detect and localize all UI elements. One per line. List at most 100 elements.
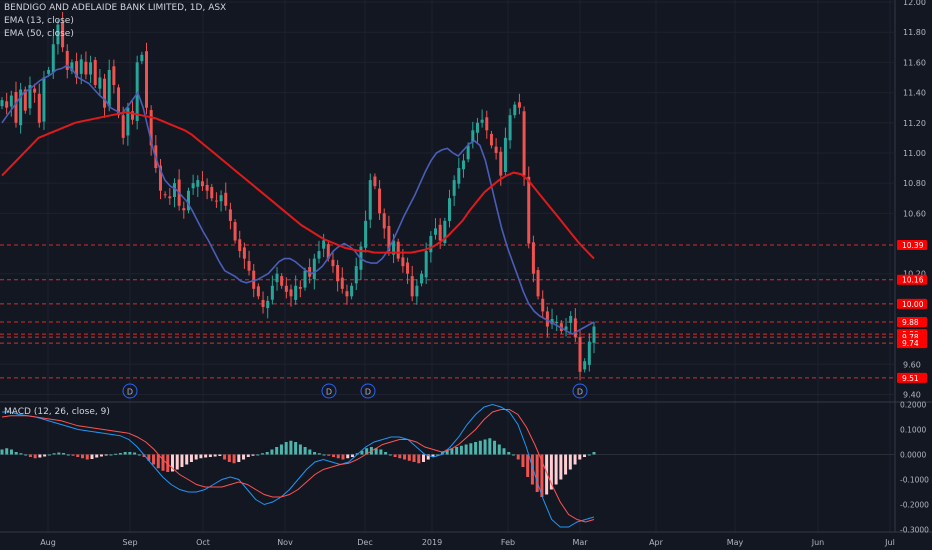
candle-body <box>238 239 242 252</box>
candle-body <box>350 285 354 297</box>
macd-histogram-bar <box>469 443 473 455</box>
candle-body <box>550 318 554 325</box>
macd-histogram-bar <box>374 448 378 455</box>
dividend-label: D <box>326 388 332 397</box>
macd-histogram-bar <box>592 452 596 455</box>
candle-body <box>364 220 368 248</box>
macd-histogram-bar <box>133 452 137 455</box>
macd-histogram-bar <box>156 454 160 469</box>
macd-histogram-bar <box>507 452 511 455</box>
ema13-line <box>1 64 595 336</box>
candle-body <box>33 88 37 93</box>
ema-lines <box>1 64 595 336</box>
candle-body <box>471 130 475 142</box>
price-level-label: 9.74 <box>902 339 919 348</box>
macd-histogram-bar <box>540 454 544 497</box>
candle-body <box>233 222 237 241</box>
candle-body <box>354 266 358 284</box>
macd-histogram-bar <box>123 452 127 455</box>
candle-body <box>340 277 344 289</box>
macd-histogram-bar <box>578 454 582 460</box>
candle-body <box>275 273 279 283</box>
price-level-tag <box>897 298 927 309</box>
candle-body <box>583 361 587 370</box>
macd-histogram-bar <box>251 454 255 456</box>
macd-legend[interactable]: MACD (12, 26, close, 9) <box>4 407 110 417</box>
macd-histogram-bar <box>170 454 174 472</box>
candle-body <box>51 44 55 73</box>
macd-histogram-bar <box>38 454 42 458</box>
candle-body <box>373 176 377 187</box>
candle-body <box>205 184 209 191</box>
y-tick-label: 11.80 <box>903 28 926 37</box>
candle-body <box>485 117 489 131</box>
candle-body <box>447 198 451 221</box>
macd-histogram-bar <box>417 454 421 464</box>
dividend-marker <box>572 383 588 399</box>
macd-histogram-bar <box>564 454 568 475</box>
dividend-label: D <box>127 388 133 397</box>
macd-histogram-bar <box>455 447 459 455</box>
candle-body <box>270 285 274 300</box>
macd-histogram-bar <box>232 454 236 464</box>
candle-body <box>429 235 433 253</box>
ema13-legend[interactable]: EMA (13, close) <box>4 16 74 26</box>
price-level-tag <box>897 372 927 383</box>
candle-body <box>475 122 479 133</box>
candle-body <box>522 111 526 176</box>
macd-histogram-bar <box>464 444 468 455</box>
candle-body <box>331 259 335 267</box>
macd-histogram-bar <box>313 452 317 455</box>
candle-body <box>424 251 428 278</box>
macd-histogram-bar <box>189 454 193 462</box>
candle-body <box>457 168 461 184</box>
candle-body <box>592 326 596 343</box>
macd-histogram-bar <box>303 447 307 455</box>
macd-histogram-bar <box>573 454 577 465</box>
candle-body <box>382 213 386 229</box>
macd-histogram-bar <box>379 449 383 455</box>
macd-histogram-bar <box>478 440 482 455</box>
candle-body <box>434 228 438 235</box>
candle-body <box>172 183 176 198</box>
y-tick-label: 11.00 <box>903 149 926 158</box>
macd-histogram-bar <box>114 453 118 455</box>
macd-histogram-bar <box>436 454 440 456</box>
x-tick-label: Jul <box>884 538 895 547</box>
y-tick-label: 10.60 <box>903 209 926 218</box>
candle-body <box>336 264 340 282</box>
macd-histogram-bar <box>511 454 515 456</box>
macd-histogram-bar <box>137 454 141 456</box>
candle-body <box>527 176 531 244</box>
candle-body <box>303 270 307 288</box>
candle-body <box>368 180 372 220</box>
candle-body <box>186 190 190 211</box>
candle-body <box>466 145 470 160</box>
y-tick-label: 10.80 <box>903 179 926 188</box>
macd-histogram-bar <box>33 454 37 459</box>
macd-histogram-bar <box>246 454 250 457</box>
macd-histogram-bar <box>175 454 179 470</box>
candle-body <box>392 240 396 255</box>
candle-body <box>266 300 270 309</box>
macd-histogram-bar <box>99 454 103 457</box>
ema50-legend[interactable]: EMA (50, close) <box>4 29 74 39</box>
macd-histogram-bar <box>24 454 28 456</box>
macd-histogram-bar <box>332 454 336 457</box>
candle-body <box>140 54 144 62</box>
candle-body <box>168 196 172 199</box>
price-level-tag <box>897 240 927 251</box>
macd-histogram-bar <box>227 454 231 462</box>
candle-body <box>489 133 493 146</box>
chart-title[interactable]: BENDIGO AND ADELAIDE BANK LIMITED, 1D, A… <box>4 3 227 13</box>
y-tick-label: 11.20 <box>903 119 926 128</box>
price-level-label: 9.88 <box>902 318 919 327</box>
candle-body <box>145 51 149 108</box>
macd-histogram-bar <box>587 454 591 456</box>
candle-body <box>480 119 484 123</box>
macd-histogram-bar <box>128 452 132 455</box>
macd-histogram-bar <box>294 442 298 455</box>
macd-histogram-bar <box>62 453 66 455</box>
